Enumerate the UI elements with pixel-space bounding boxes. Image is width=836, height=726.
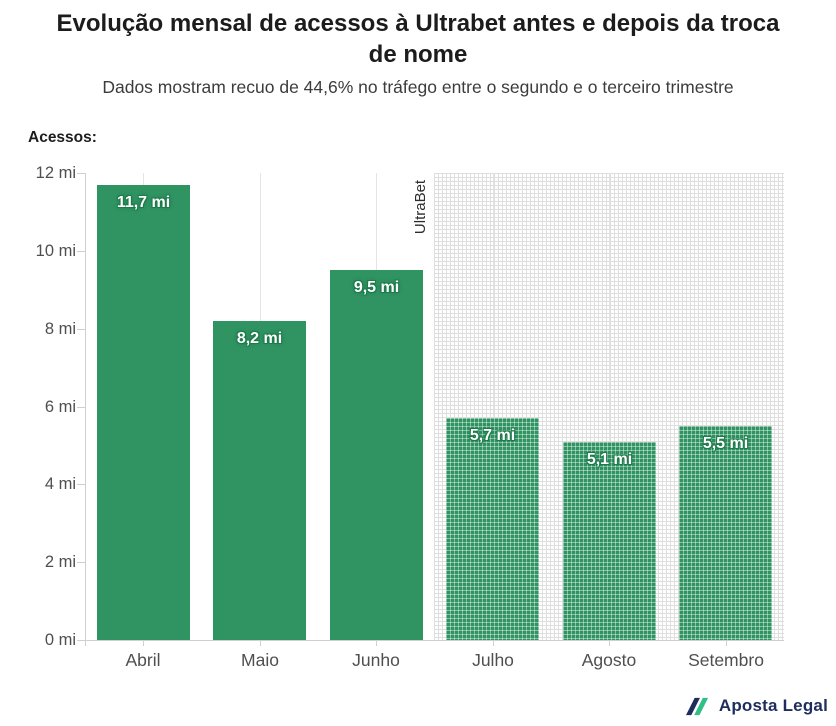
bar-value-label: 11,7 mi [116, 194, 171, 211]
y-tick-mark [77, 562, 85, 563]
x-tick-mark [260, 640, 261, 646]
y-tick-mark [77, 407, 85, 408]
category-gridline [493, 173, 494, 640]
x-tick-label: Julho [472, 650, 514, 670]
y-tick-label: 8 mi [44, 320, 76, 338]
bar-setembro [679, 426, 772, 640]
bar-junho [330, 270, 423, 640]
y-tick-mark [77, 251, 85, 252]
y-axis-title: Acessos: [28, 129, 97, 146]
y-tick-label: 10 mi [35, 242, 76, 260]
y-tick-label: 2 mi [44, 553, 76, 571]
y-tick-mark [77, 173, 85, 174]
chart-title: Evolução mensal de acessos à Ultrabet an… [56, 10, 780, 69]
x-tick-mark [493, 640, 494, 646]
bar-julho [446, 418, 539, 640]
x-tick-label: Setembro [688, 650, 764, 670]
bar-abril [97, 185, 190, 640]
x-tick-label: Maio [241, 650, 279, 670]
brand-footer: Aposta Legal [684, 692, 828, 720]
x-tick-label: Junho [352, 650, 400, 670]
logo-slash-right-icon [694, 697, 708, 715]
bar-value-label: 9,5 mi [353, 279, 400, 296]
bar-value-label: 5,7 mi [469, 427, 516, 444]
y-tick-mark [77, 484, 85, 485]
x-tick-mark [376, 640, 377, 646]
brand-name: Aposta Legal [718, 696, 828, 715]
category-gridline [609, 173, 610, 640]
y-tick-label: 12 mi [35, 164, 76, 182]
y-axis-line [85, 173, 86, 640]
bar-agosto [563, 442, 656, 640]
bar-value-label: 5,1 mi [586, 451, 633, 468]
ultrabet-annotation: UltraBet [412, 179, 429, 235]
y-tick-label: 4 mi [44, 475, 76, 493]
bar-value-label: 8,2 mi [236, 330, 283, 347]
x-tick-mark [726, 640, 727, 646]
x-tick-mark [609, 640, 610, 646]
y-tick-mark [77, 640, 85, 641]
category-gridline [726, 173, 727, 640]
x-tick-label: Abril [125, 650, 161, 670]
y-tick-label: 6 mi [44, 398, 76, 416]
bar-maio [213, 321, 306, 640]
x-axis-origin-tick [85, 640, 86, 646]
x-tick-mark [143, 640, 144, 646]
x-axis-line [85, 640, 784, 641]
bar-value-label: 5,5 mi [702, 435, 749, 452]
y-tick-mark [77, 329, 85, 330]
aposta-legal-logo-icon [685, 697, 708, 715]
x-tick-label: Agosto [581, 650, 637, 670]
y-tick-label: 0 mi [44, 631, 76, 649]
logo-slash-left-icon [685, 697, 700, 715]
chart-subtitle: Dados mostram recuo de 44,6% no tráfego … [102, 77, 734, 97]
